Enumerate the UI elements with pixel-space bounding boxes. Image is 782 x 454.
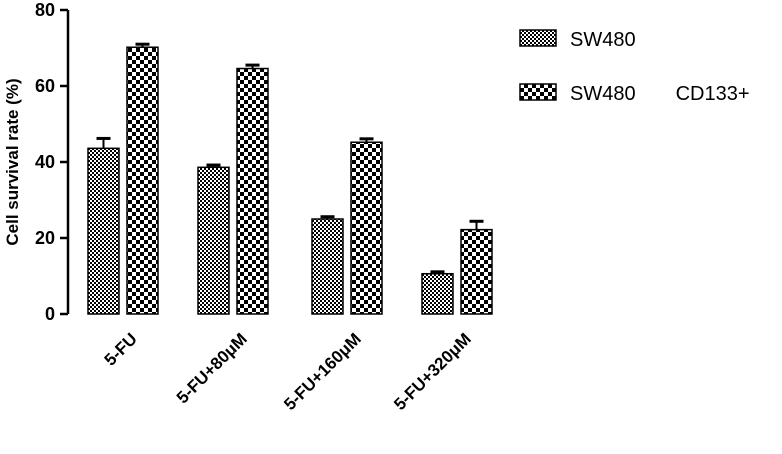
- legend-entry-sw480-cd133: SW480 CD133+: [519, 83, 750, 105]
- y-tick-label: 40: [35, 152, 55, 172]
- legend-label-sw480: SW480: [570, 29, 636, 51]
- bar-sw480-cd133-1: [236, 67, 269, 315]
- category-labels: 5-FU 5-FU+80μM 5-FU+160μM 5-FU+320μM: [101, 329, 475, 414]
- y-tick-label: 60: [35, 76, 55, 96]
- y-axis-label: Cell survival rate (%): [3, 78, 22, 245]
- y-tick-label: 80: [35, 0, 55, 20]
- x-category-label: 5-FU+80μM: [173, 329, 251, 407]
- y-tick-label: 0: [45, 304, 55, 324]
- bar-sw480-cd133-0: [126, 46, 159, 315]
- legend-entry-sw480: SW480: [519, 29, 636, 51]
- legend: SW480 SW480 CD133+: [519, 29, 750, 105]
- bar-sw480-1: [197, 166, 230, 315]
- x-category-label: 5-FU: [101, 329, 141, 369]
- legend-swatch-sw480-cd133: [519, 83, 557, 101]
- bar-sw480-cd133-2: [350, 141, 383, 315]
- y-tick-label: 20: [35, 228, 55, 248]
- bar-sw480-3: [421, 272, 454, 315]
- bar-sw480-cd133-3: [460, 228, 493, 315]
- bars: [87, 42, 493, 315]
- bar-sw480-2: [311, 218, 344, 315]
- legend-swatch-sw480: [519, 29, 557, 47]
- x-category-label: 5-FU+160μM: [280, 329, 365, 414]
- bar-sw480-0: [87, 147, 120, 315]
- legend-label-sw480-cd133: SW480 CD133+: [570, 83, 750, 105]
- y-ticks: 0 20 40 60 80: [35, 0, 68, 324]
- x-category-label: 5-FU+320μM: [390, 329, 475, 414]
